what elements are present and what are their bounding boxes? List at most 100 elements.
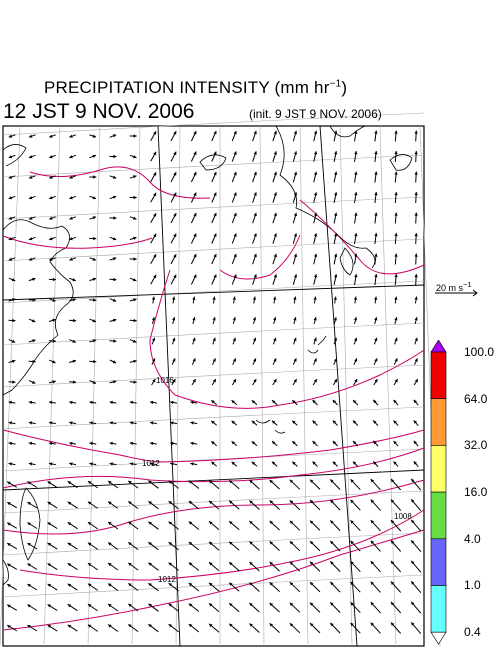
wind-arrow-icon [249, 602, 260, 613]
wind-arrow-icon [190, 253, 197, 265]
wind-arrow-icon [309, 520, 321, 531]
wind-arrow-icon [292, 378, 298, 386]
wind-arrow-icon [148, 480, 159, 489]
coastline [2, 144, 27, 167]
longitude-line [87, 125, 101, 647]
wind-arrow-icon [252, 151, 257, 162]
wind-arrow-icon [352, 440, 359, 447]
wind-arrow-icon [208, 479, 220, 490]
wind-arrow-icon [372, 399, 379, 406]
wind-arrow-icon [313, 296, 317, 304]
wind-arrow-icon [48, 175, 56, 179]
wind-arrow-icon [313, 171, 318, 183]
reference-vector: 20 m s−1 [430, 280, 490, 300]
wind-arrow-icon [394, 273, 398, 286]
wind-arrow-icon [410, 601, 422, 614]
title-text: PRECIPITATION INTENSITY (mm hr [44, 78, 330, 97]
wind-arrow-icon [129, 154, 137, 159]
wind-arrow-icon [309, 581, 321, 593]
wind-arrow-icon [129, 380, 137, 384]
wind-arrow-icon [414, 337, 418, 345]
wind-arrow-icon [372, 461, 379, 467]
wind-arrow-icon [332, 440, 338, 447]
wind-arrow-icon [329, 540, 341, 552]
wind-arrow-icon [28, 441, 36, 446]
wind-arrow-icon [211, 378, 217, 386]
wind-arrow-icon [394, 150, 398, 163]
wind-arrow-icon [129, 400, 137, 405]
wind-arrow-icon [150, 130, 157, 142]
wind-arrow-icon [333, 253, 338, 265]
wind-arrow-icon [271, 461, 278, 467]
wind-arrow-icon [188, 480, 200, 489]
wind-arrow-icon [168, 541, 179, 551]
wind-arrow-icon [69, 318, 77, 323]
wind-arrow-icon [272, 171, 277, 183]
wind-arrow-icon [208, 520, 220, 531]
wind-arrow-icon [190, 192, 197, 203]
wind-arrow-icon [109, 216, 117, 220]
wind-arrow-icon [28, 236, 36, 241]
wind-arrow-icon [128, 521, 139, 530]
wind-arrow-icon [272, 358, 277, 365]
wind-arrow-icon [272, 212, 277, 224]
wind-arrow-icon [352, 420, 359, 426]
wind-arrow-icon [333, 316, 337, 325]
wind-arrow-icon [414, 253, 418, 265]
wind-arrow-icon [171, 337, 176, 345]
wind-arrow-icon [390, 622, 402, 634]
wind-arrow-icon [28, 257, 36, 261]
wind-arrow-icon [69, 462, 77, 466]
wind-arrow-icon [89, 236, 97, 241]
wind-arrow-icon [89, 298, 97, 302]
wind-arrow-icon [312, 420, 318, 426]
wind-arrow-icon [393, 420, 399, 426]
wind-arrow-icon [151, 337, 156, 345]
wind-arrow-icon [413, 440, 419, 447]
wind-arrow-icon [354, 233, 358, 244]
wind-arrow-icon [291, 461, 298, 467]
wind-arrow-icon [89, 195, 97, 200]
wind-arrow-icon [353, 378, 358, 386]
wind-arrow-icon [393, 358, 398, 365]
wind-arrow-icon [333, 233, 338, 244]
wind-arrow-icon [109, 359, 117, 364]
wind-arrow-icon [293, 296, 297, 304]
wind-arrow-icon [269, 582, 280, 592]
coastline [199, 154, 227, 171]
wind-arrow-icon [414, 232, 418, 245]
wind-arrow-icon [390, 499, 402, 511]
wind-arrow-icon [109, 236, 117, 241]
wind-arrow-icon [109, 421, 117, 425]
wind-arrow-icon [89, 175, 97, 179]
wind-arrow-icon [190, 462, 198, 466]
wind-arrow-icon [150, 212, 157, 224]
wind-arrow-icon [151, 378, 156, 386]
wind-arrow-icon [171, 378, 176, 386]
wind-arrow-icon [374, 150, 378, 163]
wind-arrow-icon [89, 380, 97, 384]
colorbar: 100.0 64.0 32.0 16.0 4.0 1.0 0.4 [430, 340, 500, 650]
wind-arrow-icon [269, 520, 280, 531]
wind-arrow-icon [413, 399, 419, 406]
wind-arrow-icon [149, 421, 157, 425]
wind-arrow-icon [332, 461, 338, 467]
wind-arrow-icon [272, 253, 277, 265]
wind-arrow-icon [87, 562, 98, 571]
wind-arrow-icon [89, 134, 97, 138]
isobar-line [2, 479, 425, 535]
wind-arrow-icon [48, 400, 56, 405]
wind-arrow-icon [8, 175, 16, 179]
wind-arrow-icon [109, 195, 117, 200]
wind-arrow-icon [228, 582, 240, 592]
wind-arrow-icon [370, 540, 381, 552]
wind-arrow-icon [170, 421, 178, 425]
wind-arrow-icon [109, 462, 117, 466]
wind-arrow-icon [89, 441, 97, 446]
wind-arrow-icon [352, 399, 359, 406]
wind-arrow-icon [89, 339, 97, 343]
wind-arrow-icon [390, 560, 402, 573]
wind-arrow-icon [332, 378, 338, 386]
wind-arrow-icon [231, 233, 237, 244]
